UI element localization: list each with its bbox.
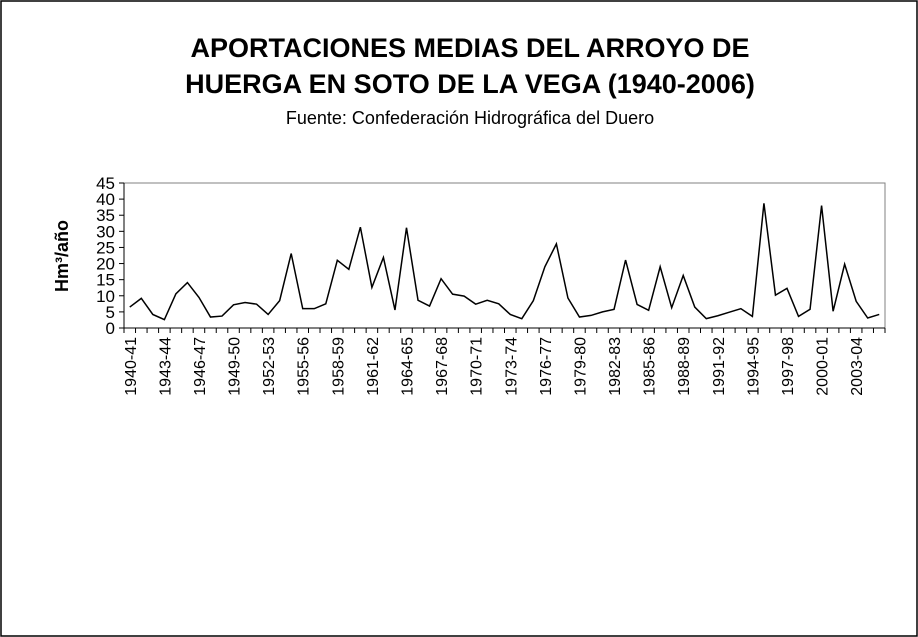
x-tick-label: 1949-50 [227, 337, 244, 396]
y-tick-label: 20 [96, 255, 115, 274]
chart-subtitle: Fuente: Confederación Hidrográfica del D… [286, 108, 654, 128]
x-tick-label: 1970-71 [469, 337, 486, 396]
x-tick-label: 1976-77 [538, 337, 555, 396]
chart-title: APORTACIONES MEDIAS DEL ARROYO DE [190, 33, 749, 63]
y-tick-label: 35 [96, 206, 115, 225]
y-tick-label: 40 [96, 190, 115, 209]
x-tick-label: 1958-59 [330, 337, 347, 396]
x-tick-label: 1991-92 [711, 337, 728, 396]
x-tick-label: 1982-83 [607, 337, 624, 396]
x-tick-label: 1946-47 [192, 337, 209, 396]
x-tick-label: 1955-56 [296, 337, 313, 396]
x-tick-label: 1979-80 [572, 337, 589, 396]
x-tick-label: 1943-44 [157, 337, 174, 396]
x-tick-label: 1967-68 [434, 337, 451, 396]
y-tick-label: 30 [96, 222, 115, 241]
y-tick-label: 15 [96, 271, 115, 290]
y-tick-label: 5 [106, 303, 115, 322]
x-tick-label: 1961-62 [365, 337, 382, 396]
y-tick-label: 0 [106, 319, 115, 338]
chart-title: HUERGA EN SOTO DE LA VEGA (1940-2006) [185, 69, 755, 99]
x-tick-label: 1940-41 [123, 337, 140, 396]
x-tick-label: 1988-89 [676, 337, 693, 396]
y-tick-label: 45 [96, 174, 115, 193]
x-tick-label: 2003-04 [849, 337, 866, 396]
x-tick-label: 1997-98 [780, 337, 797, 396]
x-tick-label: 1952-53 [261, 337, 278, 396]
y-tick-label: 25 [96, 238, 115, 257]
y-tick-label: 10 [96, 287, 115, 306]
x-tick-label: 1985-86 [642, 337, 659, 396]
x-tick-label: 1994-95 [745, 337, 762, 396]
x-tick-label: 1964-65 [399, 337, 416, 396]
x-tick-label: 2000-01 [815, 337, 832, 396]
y-axis-label: Hm³/año [52, 220, 72, 292]
data-line [129, 203, 880, 321]
x-tick-label: 1973-74 [503, 337, 520, 396]
